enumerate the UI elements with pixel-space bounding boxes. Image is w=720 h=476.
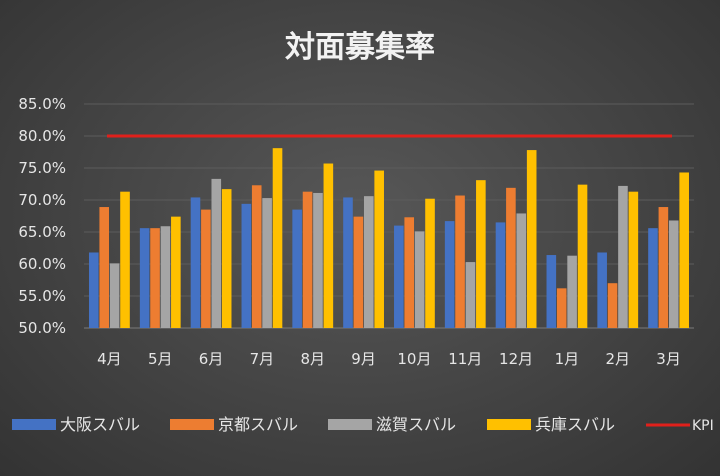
- bar-1-12月: [495, 222, 506, 328]
- bar-1-3月: [648, 228, 658, 328]
- bar-1-7月: [241, 203, 252, 328]
- bar-4-11月: [476, 180, 486, 328]
- bar-3-9月: [363, 196, 374, 328]
- bar-3-4月: [109, 263, 120, 328]
- bar-3-7月: [262, 198, 272, 328]
- x-tick-label: 10月: [397, 350, 431, 368]
- chart-title: 対面募集率: [285, 30, 435, 65]
- bar-4-9月: [374, 170, 384, 328]
- bar-1-1月: [546, 255, 557, 328]
- bar-4-6月: [221, 189, 232, 328]
- bar-1-8月: [292, 209, 302, 328]
- y-tick-label: 50.0%: [18, 319, 66, 337]
- x-tick-label: 11月: [448, 350, 482, 368]
- bar-3-10月: [414, 231, 425, 328]
- y-tick-label: 55.0%: [18, 287, 66, 305]
- bar-1-11月: [444, 221, 455, 328]
- bar-1-2月: [597, 252, 607, 328]
- bar-4-3月: [679, 172, 689, 328]
- bar-3-5月: [160, 226, 171, 328]
- bar-2-7月: [251, 185, 262, 328]
- y-tick-label: 60.0%: [18, 255, 66, 273]
- bar-4-1月: [577, 184, 588, 328]
- legend-label-kpi: KPI: [692, 418, 714, 434]
- x-tick-label: 12月: [499, 350, 533, 368]
- legend-label: 大阪スバル: [60, 415, 140, 434]
- bar-3-11月: [465, 262, 476, 328]
- bar-2-4月: [99, 207, 110, 328]
- y-tick-label: 80.0%: [18, 127, 66, 145]
- bar-4-7月: [272, 148, 283, 328]
- bar-2-10月: [404, 217, 415, 328]
- bar-4-12月: [526, 150, 537, 328]
- y-tick-label: 70.0%: [18, 191, 66, 209]
- bar-1-10月: [394, 225, 404, 328]
- bar-4-5月: [171, 216, 181, 328]
- bar-3-12月: [516, 213, 527, 328]
- bar-2-1月: [556, 288, 567, 328]
- bar-3-8月: [313, 192, 323, 328]
- bar-2-11月: [455, 195, 465, 328]
- legend-label: 兵庫スバル: [535, 415, 615, 434]
- y-tick-label: 75.0%: [18, 159, 66, 177]
- x-tick-label: 7月: [250, 350, 275, 368]
- bar-1-4月: [89, 252, 99, 328]
- bar-2-6月: [201, 209, 211, 328]
- bar-1-6月: [190, 197, 201, 328]
- x-tick-label: 4月: [97, 350, 122, 368]
- x-tick-label: 1月: [555, 350, 580, 368]
- legend-swatch: [328, 419, 372, 430]
- bar-2-2月: [607, 283, 618, 328]
- bar-2-9月: [353, 216, 364, 328]
- y-tick-label: 85.0%: [18, 95, 66, 113]
- bar-2-8月: [302, 191, 313, 328]
- legend-swatch: [12, 419, 56, 430]
- bar-2-5月: [150, 228, 160, 328]
- x-tick-label: 9月: [351, 350, 376, 368]
- x-tick-label: 3月: [656, 350, 681, 368]
- legend-swatch: [487, 419, 531, 430]
- legend-label: 京都スバル: [218, 415, 298, 434]
- bar-3-2月: [618, 185, 628, 328]
- bar-4-8月: [323, 163, 334, 328]
- bar-1-5月: [139, 228, 150, 328]
- x-tick-label: 2月: [605, 350, 630, 368]
- legend-swatch: [170, 419, 214, 430]
- bar-3-1月: [567, 255, 577, 328]
- x-tick-label: 8月: [300, 350, 325, 368]
- bar-4-10月: [425, 198, 435, 328]
- legend: 大阪スバル 京都スバル 滋賀スバル 兵庫スバル KPI: [12, 415, 714, 434]
- bar-4-4月: [120, 191, 130, 328]
- bar-2-3月: [658, 207, 669, 328]
- legend-label: 滋賀スバル: [376, 415, 456, 434]
- x-tick-label: 6月: [199, 350, 224, 368]
- bar-2-12月: [506, 187, 516, 328]
- y-tick-label: 65.0%: [18, 223, 66, 241]
- x-tick-label: 5月: [148, 350, 173, 368]
- bar-3-6月: [211, 178, 222, 328]
- bar-1-9月: [343, 197, 353, 328]
- bar-3-3月: [668, 220, 679, 328]
- bar-4-2月: [628, 191, 639, 328]
